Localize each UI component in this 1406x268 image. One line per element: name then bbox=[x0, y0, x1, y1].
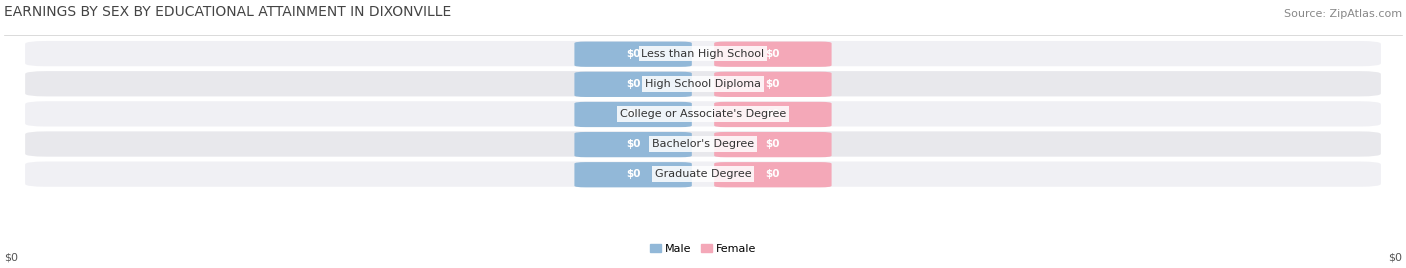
Text: $0: $0 bbox=[626, 169, 640, 179]
FancyBboxPatch shape bbox=[575, 162, 692, 187]
Text: $0: $0 bbox=[626, 49, 640, 59]
FancyBboxPatch shape bbox=[714, 162, 831, 187]
Text: $0: $0 bbox=[766, 169, 780, 179]
Text: $0: $0 bbox=[766, 79, 780, 89]
FancyBboxPatch shape bbox=[575, 132, 692, 157]
Legend: Male, Female: Male, Female bbox=[645, 240, 761, 259]
Text: $0: $0 bbox=[766, 139, 780, 149]
Text: Source: ZipAtlas.com: Source: ZipAtlas.com bbox=[1284, 9, 1402, 19]
FancyBboxPatch shape bbox=[575, 42, 692, 67]
FancyBboxPatch shape bbox=[575, 102, 692, 127]
Text: Graduate Degree: Graduate Degree bbox=[655, 169, 751, 179]
FancyBboxPatch shape bbox=[25, 101, 1381, 126]
Text: Bachelor's Degree: Bachelor's Degree bbox=[652, 139, 754, 149]
FancyBboxPatch shape bbox=[714, 42, 831, 67]
Text: $0: $0 bbox=[766, 109, 780, 119]
Text: $0: $0 bbox=[626, 139, 640, 149]
FancyBboxPatch shape bbox=[25, 71, 1381, 96]
Text: $0: $0 bbox=[626, 79, 640, 89]
Text: $0: $0 bbox=[626, 109, 640, 119]
FancyBboxPatch shape bbox=[714, 132, 831, 157]
Text: $0: $0 bbox=[4, 252, 18, 262]
FancyBboxPatch shape bbox=[25, 41, 1381, 66]
FancyBboxPatch shape bbox=[575, 72, 692, 97]
FancyBboxPatch shape bbox=[25, 131, 1381, 157]
Text: $0: $0 bbox=[1388, 252, 1402, 262]
Text: High School Diploma: High School Diploma bbox=[645, 79, 761, 89]
Text: $0: $0 bbox=[766, 49, 780, 59]
FancyBboxPatch shape bbox=[25, 162, 1381, 187]
Text: EARNINGS BY SEX BY EDUCATIONAL ATTAINMENT IN DIXONVILLE: EARNINGS BY SEX BY EDUCATIONAL ATTAINMEN… bbox=[4, 5, 451, 19]
Text: Less than High School: Less than High School bbox=[641, 49, 765, 59]
Text: College or Associate's Degree: College or Associate's Degree bbox=[620, 109, 786, 119]
FancyBboxPatch shape bbox=[714, 102, 831, 127]
FancyBboxPatch shape bbox=[714, 72, 831, 97]
